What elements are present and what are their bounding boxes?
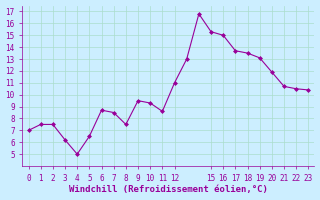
X-axis label: Windchill (Refroidissement éolien,°C): Windchill (Refroidissement éolien,°C) (69, 185, 268, 194)
